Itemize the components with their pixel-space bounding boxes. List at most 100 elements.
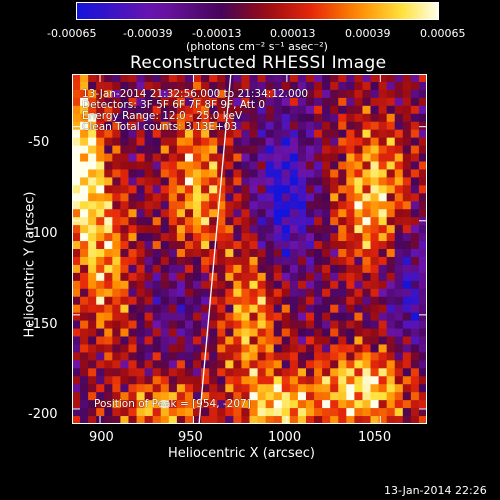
heatmap-cell (233, 400, 243, 409)
heatmap-cell (88, 376, 97, 385)
heatmap-cell (241, 368, 251, 377)
heatmap-cell (72, 193, 81, 202)
heatmap-cell (354, 74, 364, 83)
heatmap-cell (418, 400, 427, 409)
heatmap-cell (273, 408, 283, 417)
heatmap-cell (418, 169, 427, 178)
heatmap-cell (402, 97, 412, 107)
heatmap-cell (217, 384, 226, 393)
heatmap-cell (120, 416, 130, 424)
heatmap-cell (346, 121, 355, 131)
heatmap-cell (394, 209, 404, 218)
heatmap-cell (168, 209, 178, 218)
heatmap-cell (273, 185, 283, 194)
heatmap-cell (346, 416, 355, 424)
heatmap-cell (362, 177, 372, 186)
heatmap-cell (346, 209, 355, 218)
heatmap-cell (346, 288, 355, 298)
heatmap-cell (104, 376, 113, 385)
heatmap-cell (257, 169, 267, 178)
heatmap-cell (370, 249, 380, 258)
heatmap-cell (362, 209, 372, 218)
heatmap-cell (322, 241, 331, 250)
heatmap-cell (281, 392, 291, 401)
heatmap-cell (354, 416, 364, 424)
heatmap-cell (209, 360, 218, 369)
heatmap-cell (96, 296, 105, 306)
heatmap-cell (354, 249, 364, 258)
heatmap-cell (160, 280, 170, 290)
annotation-clean: Clean Total counts: 3.13E+03 (82, 121, 238, 133)
heatmap-cell (233, 336, 243, 346)
heatmap-cell (322, 256, 331, 266)
heatmap-cell (184, 280, 194, 290)
heatmap-cell (128, 360, 138, 369)
heatmap-cell (273, 153, 283, 163)
heatmap-cell (184, 217, 194, 226)
heatmap-cell (128, 137, 138, 147)
heatmap-cell (168, 296, 178, 306)
heatmap-cell (297, 296, 307, 306)
heatmap-cell (289, 209, 299, 218)
heatmap-cell (410, 225, 420, 234)
heatmap-cell (354, 344, 364, 353)
heatmap-cell (112, 400, 122, 409)
heatmap-cell (80, 368, 89, 377)
heatmap-cell (112, 121, 122, 131)
heatmap-cell (144, 129, 154, 139)
heatmap-cell (80, 161, 89, 171)
heatmap-cell (338, 97, 347, 107)
heatmap-cell (330, 113, 339, 123)
heatmap-cell (201, 161, 210, 171)
heatmap-cell (289, 264, 299, 274)
heatmap-cell (418, 296, 427, 306)
heatmap-cell (104, 177, 113, 186)
heatmap-cell (386, 368, 396, 377)
heatmap-cell (289, 384, 299, 393)
heatmap-cell (136, 241, 146, 250)
heatmap-cell (370, 352, 380, 361)
heatmap-cell (112, 185, 122, 194)
heatmap-cell (144, 249, 154, 258)
heatmap-cell (402, 121, 412, 131)
heatmap-cell (394, 105, 404, 115)
heatmap-cell (184, 169, 194, 178)
footer-date: 13-Jan-2014 22:26 (384, 484, 487, 497)
heatmap-cell (338, 105, 347, 115)
heatmap-cell (322, 233, 331, 242)
heatmap-cell (346, 392, 355, 401)
heatmap-cell (257, 225, 267, 234)
heatmap-cell (160, 233, 170, 242)
heatmap-cell (330, 145, 339, 155)
heatmap-cell (144, 105, 154, 115)
heatmap-cell (314, 145, 323, 155)
heatmap-cell (217, 129, 226, 139)
heatmap-cell (184, 288, 194, 298)
heatmap-cell (136, 408, 146, 417)
heatmap-cell (281, 352, 291, 361)
heatmap-cell (193, 328, 202, 338)
heatmap-cell (289, 201, 299, 210)
heatmap-cell (209, 193, 218, 202)
heatmap-cell (338, 121, 347, 131)
heatmap-cell (144, 416, 154, 424)
heatmap-cell (354, 312, 364, 322)
heatmap-cell (193, 416, 202, 424)
heatmap-cell (281, 368, 291, 377)
heatmap-cell (160, 241, 170, 250)
heatmap-cell (370, 121, 380, 131)
heatmap-cell (322, 328, 331, 338)
heatmap-cell (184, 376, 194, 385)
heatmap-cell (370, 296, 380, 306)
heatmap-cell (136, 272, 146, 282)
heatmap-cell (168, 249, 178, 258)
heatmap-cell (402, 161, 412, 171)
heatmap-cell (152, 376, 162, 385)
heatmap-cell (314, 304, 323, 314)
heatmap-cell (394, 344, 404, 353)
heatmap-cell (305, 169, 315, 178)
heatmap-cell (297, 272, 307, 282)
heatmap-cell (160, 368, 170, 377)
heatmap-cell (201, 225, 210, 234)
heatmap-cell (346, 400, 355, 409)
